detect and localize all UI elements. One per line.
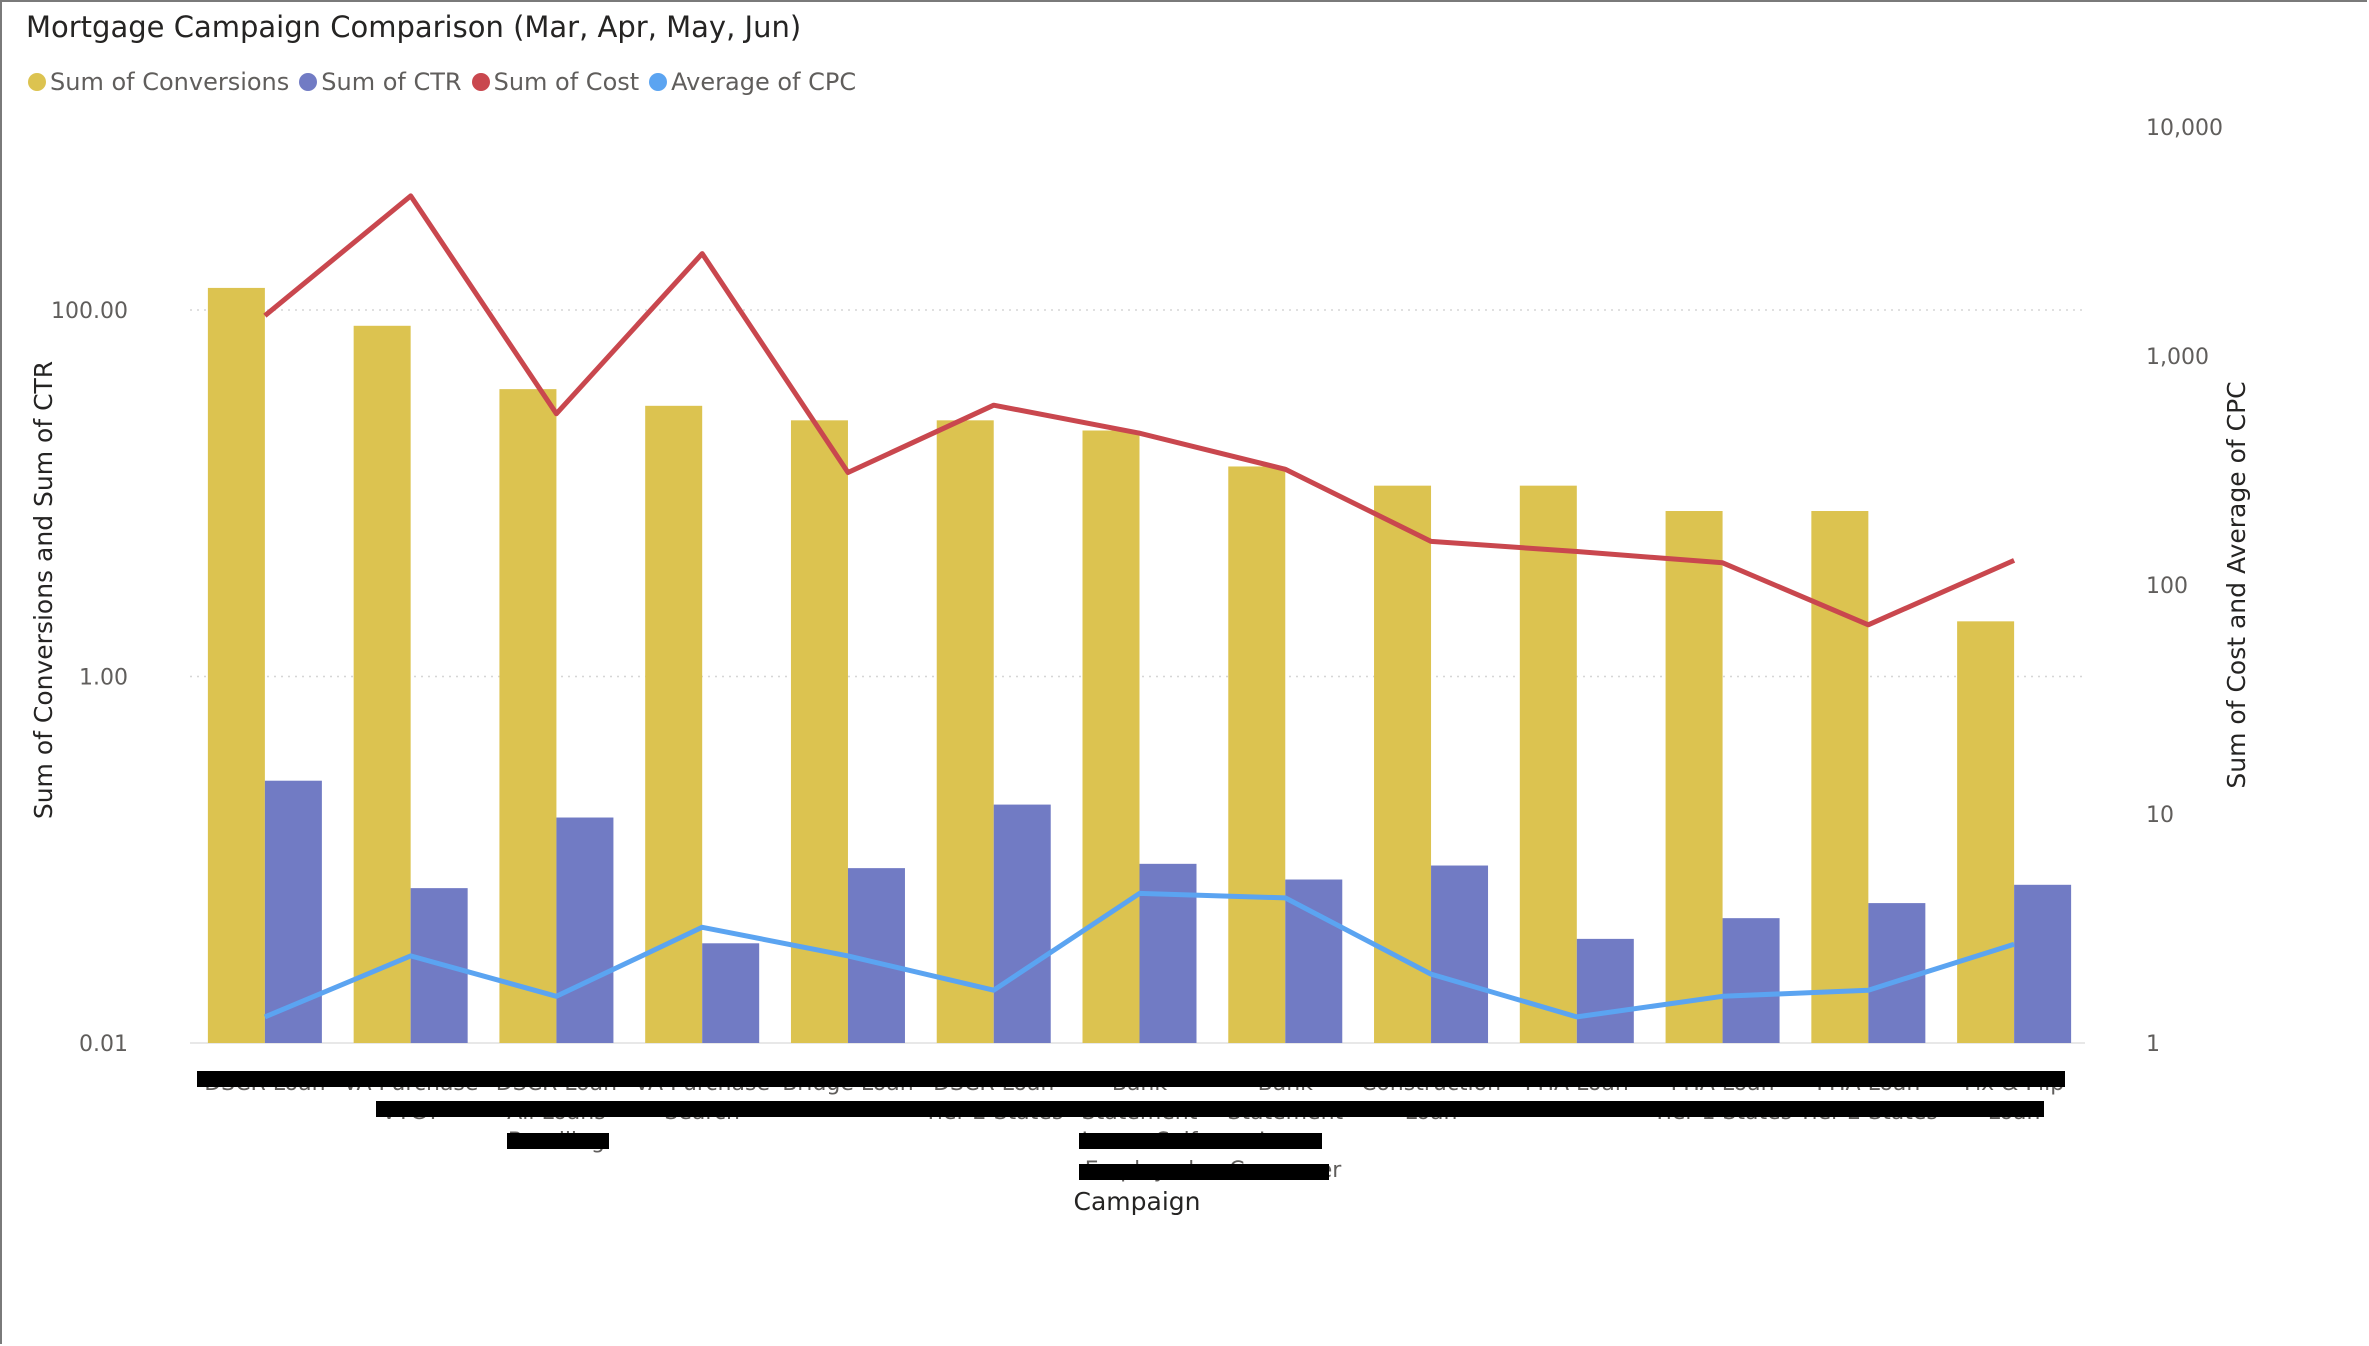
redaction-bar	[1079, 1133, 1322, 1149]
legend-label: Sum of Conversions	[50, 68, 290, 96]
bar-conversions	[1665, 511, 1723, 1043]
bar-conversions	[645, 405, 703, 1044]
bar-ctr	[1576, 938, 1634, 1043]
bar-conversions	[1811, 511, 1869, 1043]
legend-label: Sum of Cost	[493, 68, 640, 96]
redaction-bar	[197, 1071, 2065, 1087]
y-right-tick-label: 100	[2146, 574, 2188, 599]
legend-marker	[299, 73, 318, 91]
y-left-tick-label: 100.00	[51, 299, 128, 324]
bar-conversions	[1082, 430, 1140, 1043]
bar-conversions	[936, 420, 994, 1043]
legend-marker	[471, 73, 490, 91]
legend-label: Sum of CTR	[321, 68, 462, 96]
redaction-bar	[376, 1101, 2044, 1117]
y-right-axis-title: Sum of Cost and Average of CPC	[2222, 381, 2251, 788]
bar-ctr	[1285, 879, 1343, 1043]
line-sum-of-cost	[263, 193, 2016, 628]
bar-ctr	[702, 943, 760, 1043]
chart-legend: Sum of Conversions Sum of CTR Sum of Cost A…	[28, 68, 866, 96]
bar-ctr	[556, 817, 614, 1043]
bar-conversions	[790, 420, 848, 1043]
bar-ctr	[993, 804, 1051, 1043]
bar-conversions	[353, 325, 411, 1044]
y-right-tick-label: 1	[2146, 1032, 2160, 1057]
bar-conversions	[207, 287, 265, 1044]
y-right-tick-label: 1,000	[2146, 345, 2209, 370]
bar-conversions	[1228, 466, 1286, 1043]
legend-item[interactable]: Average of CPC	[649, 68, 856, 96]
legend-label: Average of CPC	[671, 68, 857, 96]
line-average-of-cpc	[263, 890, 2015, 1020]
bar-ctr	[1722, 918, 1780, 1043]
bar-ctr	[2014, 884, 2072, 1043]
legend-marker	[649, 73, 668, 91]
legend-item[interactable]: Sum of Cost	[471, 68, 640, 96]
x-axis-title: Campaign	[1074, 1187, 1201, 1216]
y-left-tick-label: 1.00	[79, 666, 128, 691]
legend-item[interactable]: Sum of Conversions	[28, 68, 289, 96]
y-right-tick-label: 10	[2146, 803, 2174, 828]
bar-conversions	[1957, 621, 2015, 1043]
chart-title: Mortgage Campaign Comparison (Mar, Apr, …	[26, 10, 802, 44]
y-right-tick-label: 10,000	[2146, 116, 2223, 141]
bar-conversions	[1519, 485, 1577, 1043]
y-left-tick-label: 0.01	[79, 1032, 128, 1057]
bar-ctr	[1431, 865, 1489, 1043]
bar-conversions	[499, 389, 557, 1043]
redaction-bar	[507, 1133, 609, 1149]
redaction-bar	[1079, 1164, 1329, 1180]
legend-item[interactable]: Sum of CTR	[299, 68, 462, 96]
y-left-axis-title: Sum of Conversions and Sum of CTR	[29, 361, 58, 819]
bar-ctr	[1139, 863, 1197, 1043]
legend-marker	[28, 73, 46, 91]
